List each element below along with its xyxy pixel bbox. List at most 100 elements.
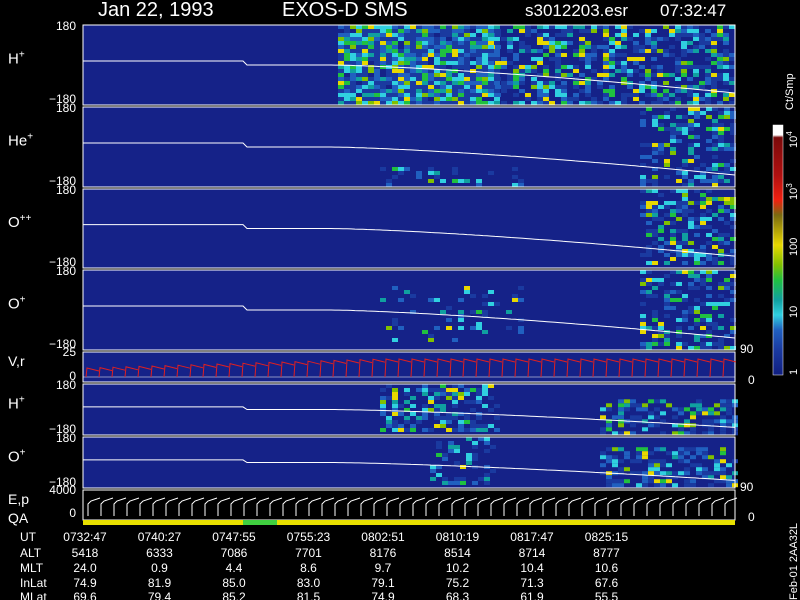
spectrogram-cell	[434, 37, 440, 41]
spectrogram-cell	[681, 29, 687, 33]
spectrogram-cell	[694, 107, 700, 111]
spectrogram-cell	[724, 147, 730, 151]
spectrogram-cell	[549, 57, 555, 61]
spectrogram-cell	[446, 428, 452, 432]
spectrogram-cell	[428, 45, 434, 49]
spectrogram-cell	[573, 69, 579, 73]
spectrogram-cell	[660, 419, 666, 424]
spectrogram-cell	[700, 302, 706, 306]
spectrogram-cell	[729, 65, 735, 69]
spectrogram-cell	[482, 310, 488, 314]
spectrogram-cell	[682, 342, 688, 346]
spectrogram-cell	[410, 428, 416, 432]
spectrogram-cell	[374, 57, 380, 61]
y-top: 180	[56, 19, 76, 33]
spectrogram-cell	[386, 89, 392, 93]
spectrogram-cell	[454, 461, 460, 465]
spectrogram-cell	[494, 25, 500, 29]
spectrogram-cell	[652, 217, 658, 221]
spectrogram-cell	[682, 205, 688, 209]
spectrogram-cell	[636, 459, 642, 464]
spectrogram-cell	[688, 221, 694, 225]
spectrogram-cell	[398, 298, 404, 302]
spectrogram-cell	[670, 282, 676, 286]
spectrogram-cell	[507, 49, 513, 53]
spectrogram-cell	[501, 61, 507, 65]
spectrogram-cell	[386, 179, 392, 183]
spectrogram-cell	[452, 384, 458, 388]
spectrogram-cell	[398, 85, 404, 89]
panel-label-charge: +	[19, 49, 25, 60]
spectrogram-cell	[398, 29, 404, 33]
spectrogram-cell	[670, 213, 676, 217]
spectrogram-cell	[561, 89, 567, 93]
spectrogram-cell	[670, 249, 676, 253]
spectrogram-cell	[640, 119, 646, 123]
spectrogram-cell	[600, 427, 606, 432]
spectrogram-cell	[664, 127, 670, 131]
spectrogram-cell	[380, 412, 386, 416]
spectrogram-cell	[670, 221, 676, 225]
spectrogram-cell	[446, 85, 452, 89]
spectrogram-cell	[464, 41, 470, 45]
spectrogram-cell	[484, 473, 490, 477]
spectrogram-cell	[476, 424, 482, 428]
spectrogram-cell	[640, 282, 646, 286]
vr-top: 25	[63, 345, 77, 359]
spectrogram-cell	[676, 115, 682, 119]
spectrogram-cell	[682, 127, 688, 131]
spectrogram-cell	[422, 33, 428, 37]
spectrogram-cell	[657, 73, 663, 77]
spectrogram-cell	[664, 201, 670, 205]
table-cell: 8.6	[300, 561, 317, 575]
spectrogram-cell	[651, 89, 657, 93]
spectrogram-cell	[513, 69, 519, 73]
spectrogram-cell	[670, 257, 676, 261]
spectrogram-cell	[494, 404, 500, 408]
spectrogram-cell	[440, 73, 446, 77]
spectrogram-cell	[729, 53, 735, 57]
spectrogram-cell	[600, 455, 606, 460]
spectrogram-cell	[621, 37, 627, 41]
spectrogram-cell	[652, 318, 658, 322]
spectrogram-cell	[645, 69, 651, 73]
spectrogram-cell	[482, 392, 488, 396]
spectrogram-cell	[729, 81, 735, 85]
spectrogram-cell	[630, 431, 636, 436]
spectrogram-cell	[639, 29, 645, 33]
spectrogram-cell	[518, 330, 524, 334]
spectrogram-cell	[434, 61, 440, 65]
spectrogram-cell	[687, 89, 693, 93]
spectrogram-cell	[464, 392, 470, 396]
panel-label: He+	[8, 131, 33, 149]
spectrogram-cell	[458, 85, 464, 89]
spectrogram-cell	[440, 89, 446, 93]
spectrogram-cell	[422, 69, 428, 73]
spectrogram-cell	[712, 197, 718, 201]
spectrogram-cell	[718, 175, 724, 179]
spectrogram-cell	[392, 73, 398, 77]
spectrogram-cell	[446, 69, 452, 73]
spectrogram-cell	[724, 233, 730, 237]
spectrogram-cell	[422, 65, 428, 69]
spectrogram-cell	[670, 151, 676, 155]
spectrogram-cell	[660, 459, 666, 464]
spectrogram-cell	[482, 73, 488, 77]
spectrogram-cell	[434, 326, 440, 330]
spectrogram-cell	[724, 298, 730, 302]
spectrogram-cell	[664, 111, 670, 115]
spectrogram-cell	[670, 107, 676, 111]
spectrogram-cell	[657, 101, 663, 105]
spectrogram-cell	[338, 73, 344, 77]
spectrogram-cell	[434, 45, 440, 49]
spectrogram-cell	[410, 310, 416, 314]
spectrogram-cell	[543, 89, 549, 93]
spectrogram-cell	[495, 29, 501, 33]
spectrogram-cell	[386, 326, 392, 330]
spectrogram-cell	[338, 49, 344, 53]
spectrogram-cell	[537, 89, 543, 93]
spectrogram-cell	[705, 49, 711, 53]
spectrogram-cell	[646, 261, 652, 265]
spectrogram-cell	[702, 471, 708, 476]
spectrogram-cell	[670, 201, 676, 205]
